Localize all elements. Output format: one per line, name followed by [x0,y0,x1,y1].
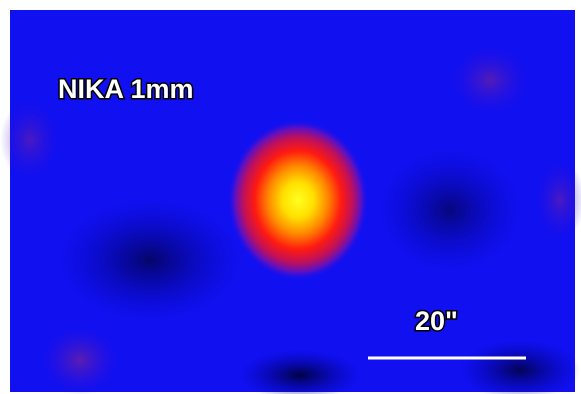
map-shade [40,325,120,394]
scale-bar-label: 20" [415,306,458,336]
map-shade [450,45,530,115]
sky-map [0,10,581,394]
map-shade [60,200,240,320]
source-blob [228,120,368,280]
map-shade [380,150,520,270]
page: NIKA 1mm 20" [0,0,581,394]
map-shade [0,100,60,180]
map-label: NIKA 1mm [58,74,194,104]
